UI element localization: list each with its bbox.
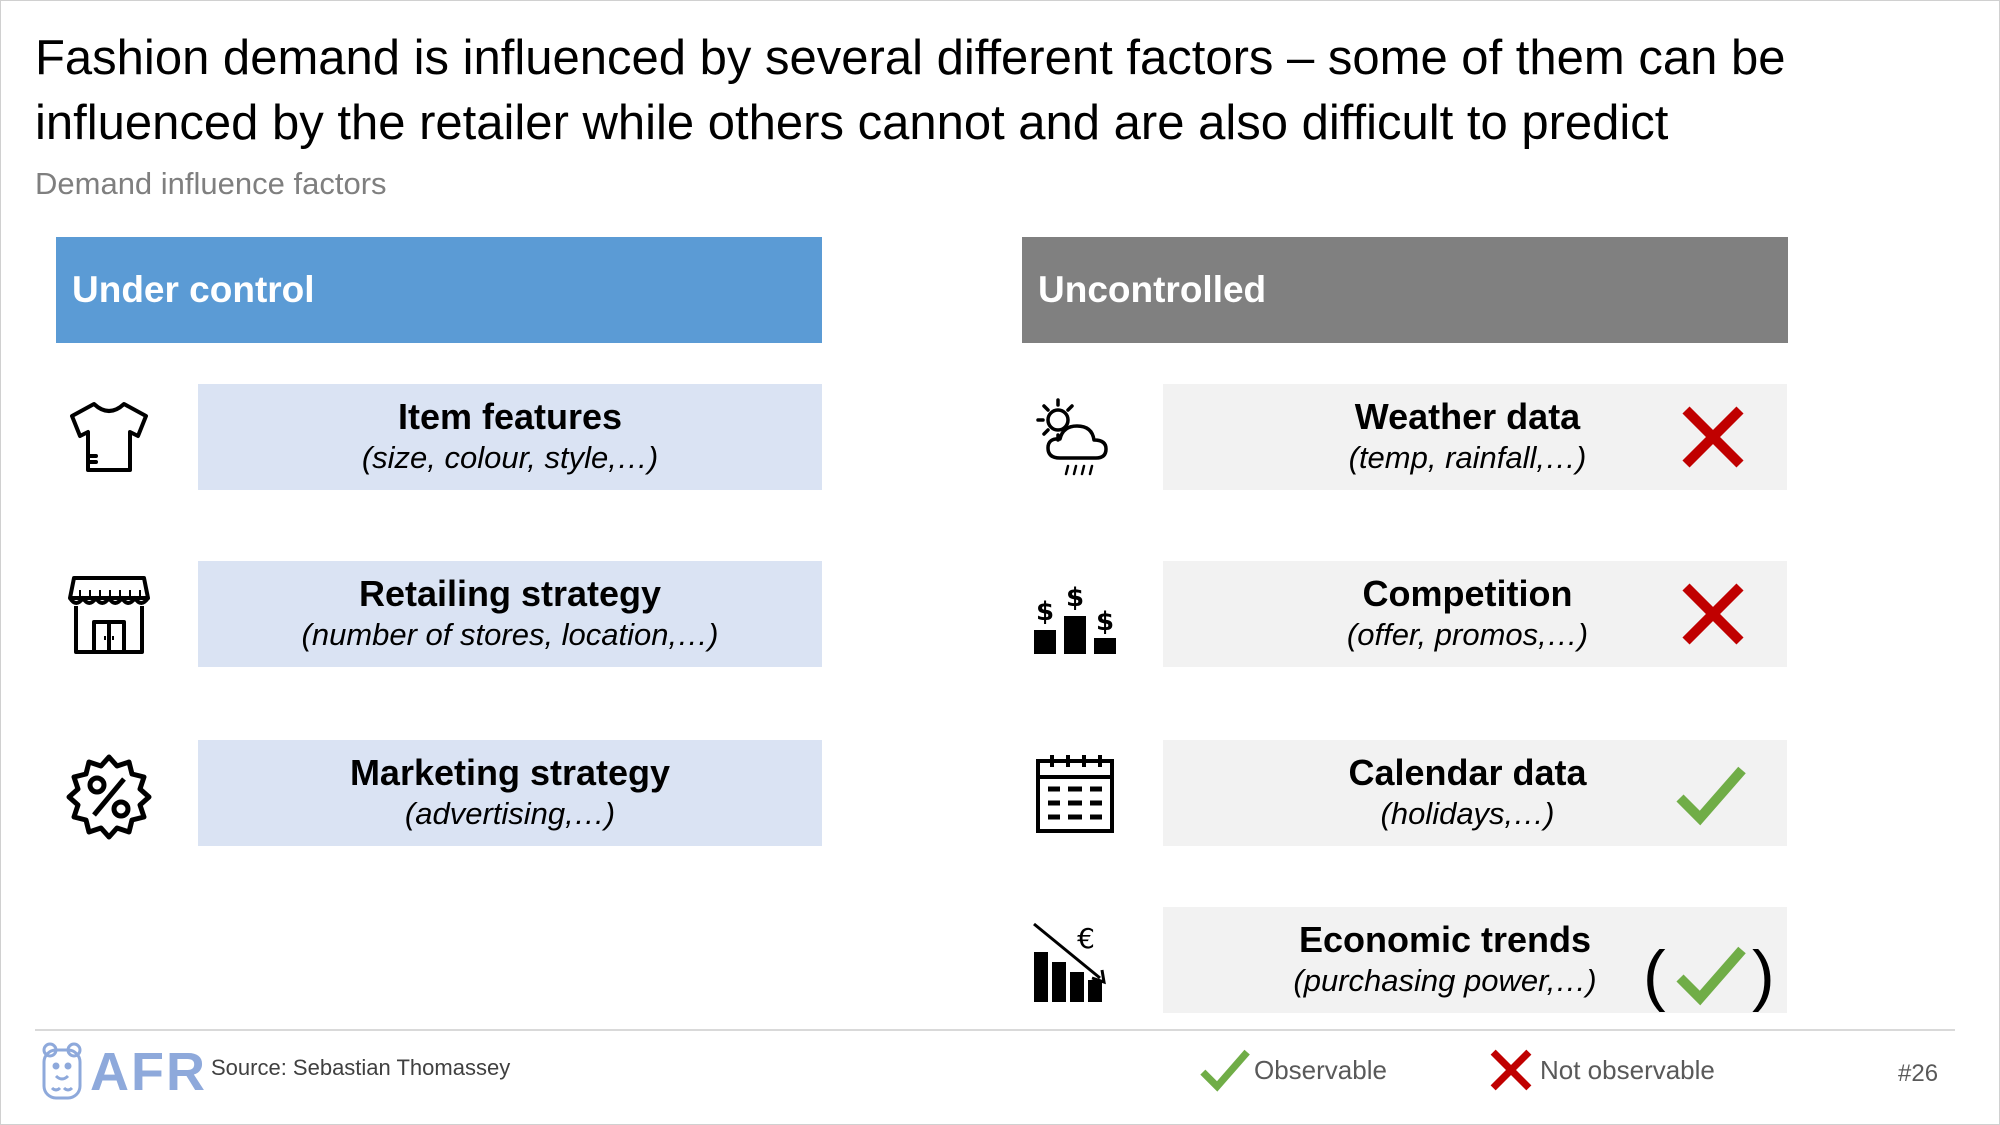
svg-text:€: € bbox=[1077, 922, 1095, 955]
factor-detail: (size, colour, style,…) bbox=[361, 440, 659, 475]
factor-name: Competition bbox=[1362, 573, 1573, 614]
uncontrolled-header-label: Uncontrolled bbox=[1038, 269, 1267, 310]
cross-icon bbox=[1486, 1045, 1536, 1095]
factor-box: Calendar data (holidays,…) bbox=[1163, 740, 1787, 846]
afr-logo: AFR bbox=[40, 1042, 207, 1102]
slide-subtitle: Demand influence factors bbox=[35, 166, 387, 201]
legend-observable: Observable bbox=[1200, 1045, 1387, 1095]
calendar-icon bbox=[1030, 749, 1120, 839]
svg-text:$: $ bbox=[1096, 607, 1114, 637]
economic-decline-icon: € bbox=[1030, 916, 1120, 1006]
factor-name: Retailing strategy bbox=[358, 573, 662, 614]
cross-icon bbox=[1678, 579, 1748, 649]
legend-label: Not observable bbox=[1540, 1054, 1715, 1085]
factor-detail: (purchasing power,…) bbox=[1293, 963, 1597, 998]
source-note: Source: Sebastian Thomassey bbox=[211, 1055, 511, 1080]
storefront-icon bbox=[64, 568, 154, 658]
check-icon bbox=[1200, 1045, 1250, 1095]
factor-detail: (temp, rainfall,…) bbox=[1348, 440, 1587, 475]
factor-name: Marketing strategy bbox=[349, 752, 671, 793]
factor-name: Item features bbox=[397, 396, 623, 437]
factor-box: Competition (offer, promos,…) bbox=[1163, 561, 1787, 667]
footer-divider bbox=[35, 1029, 1955, 1031]
paren-close: ) bbox=[1752, 937, 1775, 1013]
factor-box: Economic trends (purchasing power,…) bbox=[1163, 907, 1787, 1013]
under-control-header: Under control bbox=[56, 237, 822, 343]
factor-detail: (holidays,…) bbox=[1380, 796, 1555, 831]
factor-box: Weather data (temp, rainfall,…) bbox=[1163, 384, 1787, 490]
percent-badge-icon bbox=[64, 751, 154, 841]
slide-title: Fashion demand is influenced by several … bbox=[35, 31, 1786, 150]
uncontrolled-header: Uncontrolled bbox=[1022, 237, 1788, 343]
svg-text:$: $ bbox=[1036, 597, 1054, 627]
factor-detail: (number of stores, location,…) bbox=[301, 617, 719, 652]
factor-detail: (offer, promos,…) bbox=[1346, 617, 1589, 652]
factor-name: Calendar data bbox=[1348, 752, 1587, 793]
page-number: #26 bbox=[1898, 1060, 1939, 1087]
legend-not-observable: Not observable bbox=[1486, 1045, 1715, 1095]
logo-text: AFR bbox=[90, 1042, 207, 1102]
factor-name: Economic trends bbox=[1298, 919, 1592, 960]
svg-text:$: $ bbox=[1066, 583, 1084, 613]
check-icon bbox=[1676, 940, 1746, 1010]
factor-detail: (advertising,…) bbox=[404, 796, 616, 831]
factor-box: Marketing strategy (advertising,…) bbox=[198, 740, 822, 846]
cross-icon bbox=[1678, 402, 1748, 472]
paren-open: ( bbox=[1643, 937, 1666, 1013]
check-icon bbox=[1676, 760, 1746, 830]
legend-label: Observable bbox=[1254, 1054, 1387, 1085]
under-control-header-label: Under control bbox=[72, 269, 315, 310]
competition-icon: $ $ $ bbox=[1030, 572, 1120, 662]
factor-name: Weather data bbox=[1354, 396, 1581, 437]
factor-box: Retailing strategy (number of stores, lo… bbox=[198, 561, 822, 667]
bear-mascot-icon bbox=[42, 1042, 82, 1100]
factor-box: Item features (size, colour, style,…) bbox=[198, 384, 822, 490]
weather-icon bbox=[1030, 392, 1120, 482]
tshirt-icon bbox=[64, 392, 154, 482]
